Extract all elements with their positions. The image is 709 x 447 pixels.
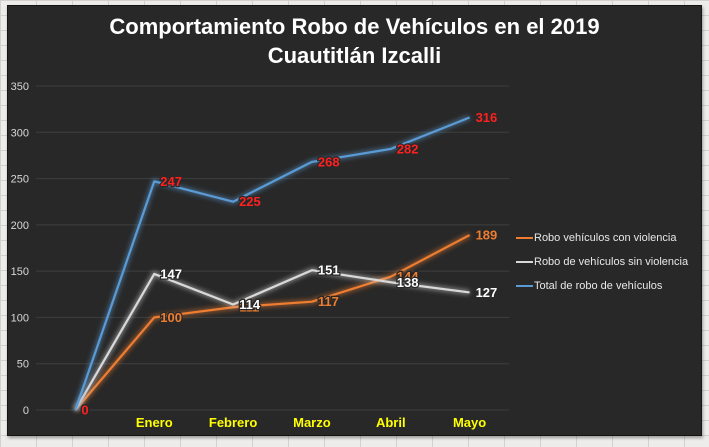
svg-text:282: 282 [397, 141, 419, 156]
chart-object[interactable]: Comportamiento Robo de Vehículos en el 2… [7, 5, 702, 436]
chart-subtitle: Cuautitlán Izcalli [267, 43, 442, 68]
svg-text:0: 0 [81, 403, 88, 418]
legend-item-con-violencia[interactable]: Robo vehículos con violencia [516, 226, 698, 250]
svg-text:127: 127 [476, 285, 498, 300]
legend-marker-line [516, 237, 533, 239]
legend-label: Robo de vehículos sin violencia [534, 256, 689, 268]
svg-text:Mayo: Mayo [453, 415, 486, 430]
svg-text:225: 225 [239, 194, 261, 209]
svg-text:316: 316 [476, 110, 498, 125]
svg-text:247: 247 [160, 174, 182, 189]
svg-text:100: 100 [160, 310, 182, 325]
legend-item-sin-violencia[interactable]: Robo de vehículos sin violencia [516, 250, 698, 274]
svg-text:111: 111 [239, 300, 259, 315]
svg-text:151: 151 [318, 263, 340, 278]
gridlines [36, 85, 509, 411]
svg-text:150: 150 [11, 266, 29, 278]
svg-text:Marzo: Marzo [293, 415, 331, 430]
y-axis-labels: 0 50 100 150 200 250 300 350 [11, 81, 29, 417]
svg-text:100: 100 [11, 312, 29, 324]
svg-text:114: 114 [239, 297, 261, 312]
svg-text:138: 138 [397, 275, 419, 290]
svg-text:300: 300 [11, 127, 29, 139]
x-axis-labels: Enero Febrero Marzo Abril Mayo [136, 415, 486, 430]
chart-plot-svg: 0 50 100 150 200 250 300 350 Enero Febrero Marzo Ab… [11, 81, 509, 430]
svg-text:250: 250 [11, 174, 29, 186]
legend: Robo vehículos con violencia Robo de veh… [516, 226, 698, 298]
chart-title-block: Comportamiento Robo de Vehículos en el 2… [8, 12, 701, 70]
svg-text:144: 144 [397, 269, 419, 284]
svg-text:0: 0 [23, 405, 29, 417]
svg-text:0: 0 [81, 403, 88, 418]
legend-item-total[interactable]: Total de robo de vehículos [516, 274, 698, 298]
legend-marker-line [516, 261, 533, 263]
legend-label: Robo vehículos con violencia [534, 232, 677, 244]
legend-label: Total de robo de vehículos [534, 280, 663, 292]
series-line-2[interactable] [73, 115, 471, 411]
svg-text:200: 200 [11, 220, 29, 232]
svg-text:117: 117 [318, 294, 339, 309]
chart-title: Comportamiento Robo de Vehículos en el 2… [109, 14, 600, 39]
series-line-0[interactable] [73, 232, 471, 412]
legend-marker-line [516, 285, 533, 287]
svg-text:147: 147 [160, 266, 182, 281]
svg-text:Abril: Abril [376, 415, 406, 430]
svg-text:Febrero: Febrero [209, 415, 257, 430]
svg-text:189: 189 [476, 228, 498, 243]
svg-text:0: 0 [81, 403, 88, 418]
svg-text:350: 350 [11, 81, 29, 93]
svg-text:50: 50 [17, 359, 29, 371]
svg-text:Enero: Enero [136, 415, 173, 430]
series-line-1[interactable] [73, 267, 470, 412]
svg-text:268: 268 [318, 154, 340, 169]
